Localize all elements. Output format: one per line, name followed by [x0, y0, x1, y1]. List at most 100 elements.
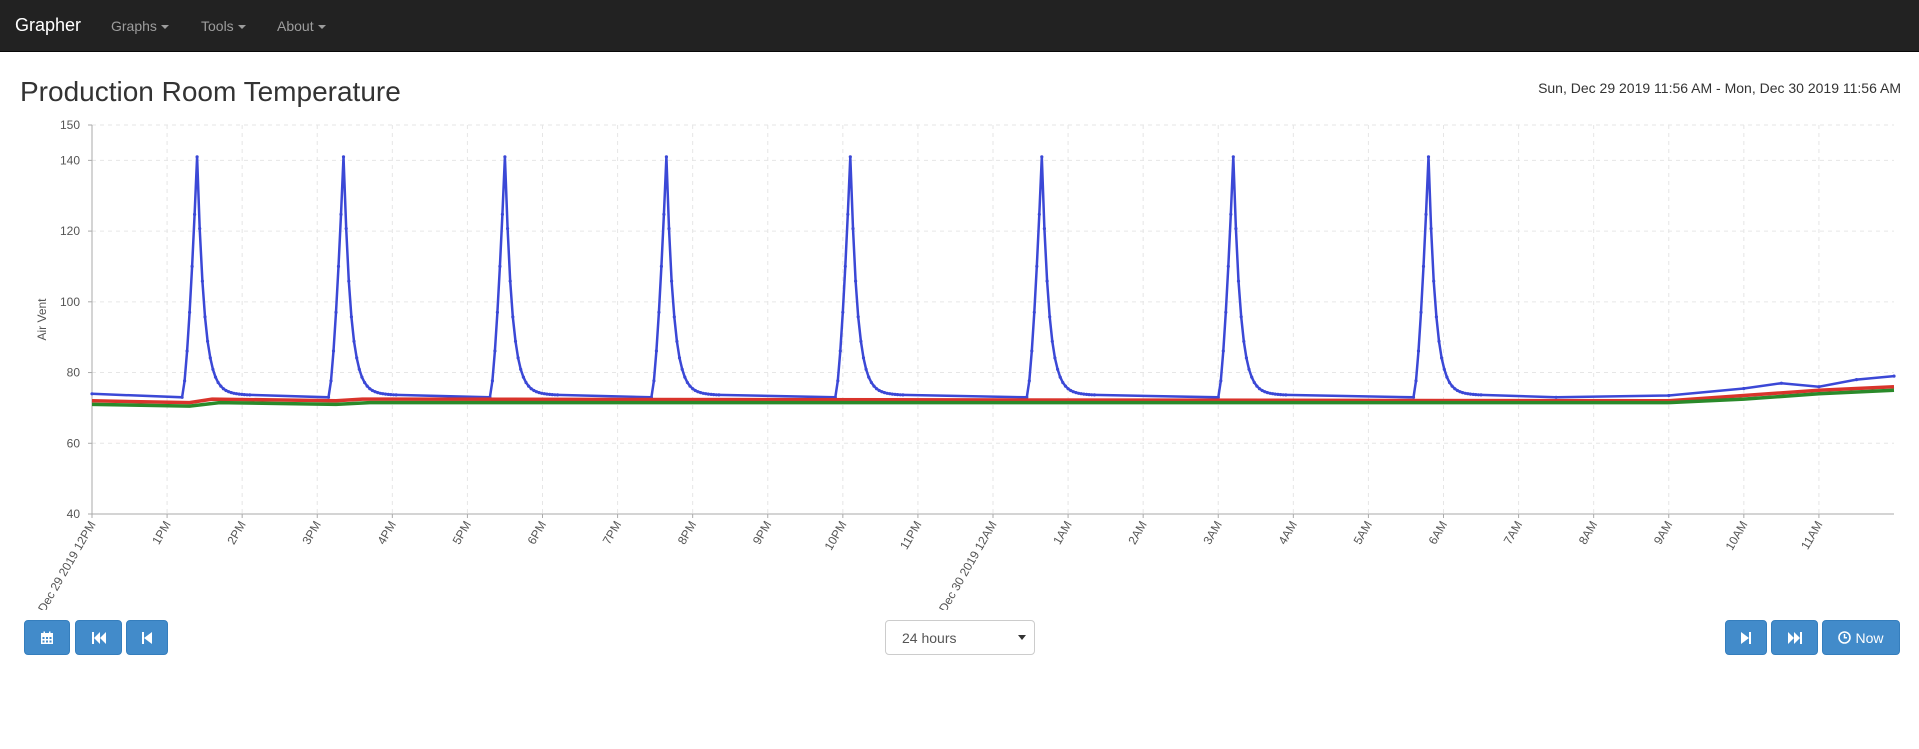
series-point-blue [696, 390, 700, 394]
series-point-blue [872, 384, 876, 388]
series-point-blue [683, 375, 687, 379]
series-point-blue [553, 393, 557, 397]
series-point-blue [867, 375, 871, 379]
series-point-blue [232, 391, 236, 395]
nav-tools-dropdown[interactable]: Tools [201, 18, 246, 34]
series-point-blue [877, 388, 881, 393]
series-point-blue [1474, 393, 1478, 397]
series-point-blue [208, 356, 212, 360]
y-tick-label: 60 [67, 436, 81, 450]
series-point-blue [1063, 384, 1068, 388]
series-point-blue [1273, 392, 1277, 396]
caret-down-icon [237, 25, 246, 30]
page-title: Production Room Temperature [20, 76, 401, 107]
series-point-blue [898, 393, 902, 397]
y-tick-label: 120 [60, 224, 80, 238]
series-point-blue [347, 279, 351, 283]
series-point-blue [1077, 391, 1081, 395]
x-tick-label: 8PM [675, 519, 699, 547]
series-point-blue [221, 387, 225, 391]
date-range-label: Sun, Dec 29 2019 11:56 AM - Mon, Dec 30 … [1538, 80, 1901, 96]
series-point-blue [234, 392, 239, 396]
x-tick-label: 6PM [525, 519, 549, 547]
series-point-blue [709, 392, 713, 396]
series-point-blue [183, 379, 187, 383]
calendar-button[interactable] [24, 620, 70, 655]
step-backward-button[interactable] [126, 620, 168, 655]
step-forward-button[interactable] [1725, 620, 1767, 655]
series-point-blue [521, 375, 526, 379]
series-point-blue [1276, 392, 1280, 396]
series-point-blue [203, 315, 207, 319]
series-point-blue [513, 339, 518, 343]
series-point-blue [1268, 391, 1272, 395]
series-point-blue [1442, 367, 1446, 371]
series-point-blue [498, 264, 502, 268]
series-point-blue [670, 279, 674, 283]
series-point-blue [864, 367, 868, 371]
series-point-blue [336, 264, 341, 268]
step-forward-icon [1741, 631, 1751, 644]
fast-forward-icon [1787, 631, 1802, 644]
series-point-blue [1050, 339, 1054, 343]
series-point-blue [848, 155, 852, 159]
series-point-blue [680, 367, 684, 371]
series-point-blue [1066, 387, 1070, 391]
series-point-blue [701, 391, 705, 395]
series-point-blue [344, 227, 348, 231]
series-point-blue [245, 393, 249, 397]
series-point-blue [1236, 279, 1241, 283]
series-point-blue [1817, 385, 1821, 389]
series-point-blue [500, 212, 504, 216]
series-point-blue [843, 264, 847, 268]
series-point-blue [1053, 356, 1057, 360]
series-point-blue [373, 390, 377, 394]
series-point-blue [508, 279, 512, 283]
nav-about-dropdown[interactable]: About [277, 18, 326, 34]
caret-down-icon [317, 25, 326, 30]
series-point-blue [885, 391, 889, 395]
time-range-select[interactable]: 24 hours [885, 620, 1035, 655]
series-point-blue [185, 349, 189, 353]
series-line-red [91, 384, 1895, 405]
series-point-blue [213, 375, 218, 379]
fast-backward-icon [91, 631, 106, 644]
series-point-blue [880, 390, 884, 394]
series-point-blue [1854, 378, 1859, 382]
now-button[interactable]: Now [1822, 620, 1900, 655]
series-point-blue [355, 356, 359, 360]
series-point-blue [1252, 380, 1256, 385]
nav-graphs-dropdown[interactable]: Graphs [111, 18, 169, 34]
fast-backward-button[interactable] [75, 620, 122, 655]
series-point-blue [1048, 315, 1052, 319]
series-point-blue [1234, 227, 1238, 231]
series-point-blue [527, 384, 531, 388]
y-tick-label: 140 [60, 153, 80, 167]
series-point-blue [851, 227, 855, 231]
series-point-blue [664, 155, 669, 159]
brand-logo[interactable]: Grapher [15, 15, 82, 35]
series-point-blue [1071, 390, 1075, 394]
series-point-blue [1056, 367, 1060, 371]
series-point-blue [529, 387, 533, 391]
x-tick-label: 7PM [600, 519, 624, 547]
series-point-blue [677, 356, 682, 360]
series-point-blue [1263, 390, 1267, 394]
series-point-blue [495, 310, 499, 314]
fast-forward-button[interactable] [1771, 620, 1818, 655]
series-point-blue [1284, 393, 1288, 397]
series-point-blue [1453, 387, 1457, 391]
x-tick-label: 9PM [750, 519, 774, 547]
series-point-blue [1219, 379, 1223, 383]
clock-icon [1838, 631, 1852, 644]
series-point-blue [242, 393, 246, 397]
series-point-blue [1742, 386, 1746, 391]
x-tick-label: 8AM [1576, 519, 1600, 547]
x-tick-label: 2AM [1125, 519, 1149, 547]
y-tick-label: 100 [60, 295, 80, 309]
series-point-blue [545, 392, 549, 396]
series-point-blue [542, 392, 547, 396]
x-tick-label: 1PM [149, 519, 173, 547]
x-tick-label: 7AM [1501, 519, 1525, 547]
series-point-blue [1450, 384, 1454, 388]
